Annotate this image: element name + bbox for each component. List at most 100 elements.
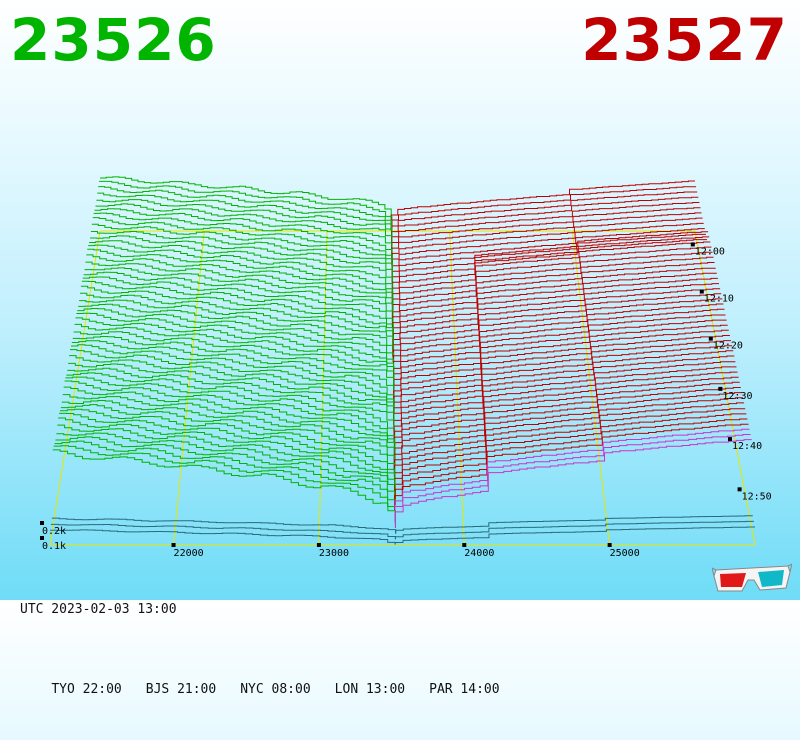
ask-depth-line bbox=[395, 515, 753, 534]
ask-depth-line bbox=[393, 293, 722, 368]
bid-depth-line bbox=[90, 235, 393, 294]
ask-depth-line bbox=[394, 439, 752, 528]
bid-depth-line bbox=[70, 349, 395, 420]
world-clocks: TYO 22:00 BJS 21:00 NYC 08:00 LON 13:00 PAR … bbox=[20, 660, 524, 720]
bid-depth-line bbox=[52, 449, 396, 528]
ask-depth-line bbox=[394, 520, 754, 540]
bid-depth-line bbox=[71, 340, 395, 408]
ask-depth-line bbox=[393, 392, 742, 477]
bid-depth-line bbox=[59, 412, 396, 488]
volume-tick-label-0: 0.1k bbox=[42, 541, 66, 552]
lon-time: LON 13:00 bbox=[334, 682, 406, 697]
ask-depth-line bbox=[393, 335, 730, 414]
ask-depth-line bbox=[393, 329, 729, 408]
grid-right-edge bbox=[694, 230, 756, 546]
bid-depth-line bbox=[93, 212, 393, 271]
bid-depth-line bbox=[98, 186, 392, 243]
bid-depth-line bbox=[69, 355, 395, 426]
ask-depth-line bbox=[394, 408, 746, 494]
ask-depth-line bbox=[393, 314, 726, 391]
ask-depth-line bbox=[393, 298, 723, 374]
ask-depth-line bbox=[393, 324, 728, 403]
time-tick-label-1: 12:10 bbox=[704, 294, 734, 305]
ask-depth-line bbox=[394, 423, 749, 511]
ask-price: 23527 bbox=[581, 6, 788, 74]
bid-depth-line bbox=[74, 323, 395, 391]
ask-depth-line bbox=[391, 222, 704, 277]
bid-depth-line bbox=[84, 267, 393, 329]
price-tick-1 bbox=[316, 543, 321, 547]
ask-depth-line bbox=[391, 233, 706, 289]
ask-depth-line bbox=[391, 228, 705, 283]
ask-depth-line bbox=[392, 272, 717, 346]
ask-depth-line bbox=[394, 413, 747, 500]
chart-axes: 22000 23000 24000 25000 0.1k 0.2k 12:00 12:10 12… bbox=[40, 242, 772, 559]
bid-depth-line bbox=[60, 404, 395, 477]
bid-depth-line bbox=[97, 192, 392, 249]
bid-depth-line bbox=[60, 408, 396, 483]
bid-depth-line bbox=[58, 417, 396, 494]
bid-depth-line bbox=[77, 308, 394, 374]
time-tick-4 bbox=[728, 437, 732, 442]
ask-depth-line bbox=[393, 340, 731, 420]
bid-depth-line bbox=[61, 400, 395, 471]
ask-depth-line bbox=[392, 246, 712, 317]
bid-depth-line bbox=[94, 208, 393, 266]
bid-depth-line bbox=[82, 276, 394, 340]
bid-depth-line bbox=[80, 285, 394, 351]
bid-depth-line bbox=[55, 436, 396, 511]
time-tick-5 bbox=[737, 487, 742, 492]
bid-depth-line bbox=[76, 312, 394, 380]
utc-time: UTC 2023-02-03 13:00 bbox=[20, 602, 177, 617]
bid-depth-line bbox=[91, 223, 393, 283]
bid-depth-line bbox=[66, 372, 395, 443]
order-book-depth-chart: 22000 23000 24000 25000 0.1k 0.2k 12:00 12:10 12… bbox=[40, 176, 772, 559]
ask-depth-line bbox=[393, 308, 725, 386]
time-footer: UTC 2023-02-03 13:00 TYO 22:00 BJS 21:00 N… bbox=[20, 560, 524, 740]
nyc-time: NYC 08:00 bbox=[240, 682, 311, 697]
bid-depth-line bbox=[96, 199, 393, 254]
bid-depth-line bbox=[50, 523, 396, 540]
bid-depth-line bbox=[51, 517, 397, 534]
time-tick-0 bbox=[690, 242, 695, 247]
time-tick-2 bbox=[708, 336, 713, 341]
time-tick-label-5: 12:50 bbox=[742, 491, 772, 502]
ask-depth-line bbox=[393, 345, 733, 426]
tyo-time: TYO 22:00 bbox=[51, 682, 122, 697]
bid-depth-line bbox=[57, 424, 396, 500]
3d-glasses-icon[interactable] bbox=[712, 560, 792, 594]
time-tick-1 bbox=[699, 289, 704, 294]
bid-depth-line bbox=[75, 317, 394, 386]
bid-depth-line bbox=[86, 254, 394, 317]
bid-depth-line bbox=[72, 336, 395, 403]
volume-tick-label-1: 0.2k bbox=[42, 526, 66, 537]
volume-tick-1 bbox=[40, 521, 44, 525]
par-time: PAR 14:00 bbox=[429, 682, 500, 697]
bid-depth-line bbox=[67, 367, 395, 437]
ask-depth-line bbox=[392, 277, 718, 351]
time-tick-label-3: 12:30 bbox=[722, 391, 752, 402]
ask-depth-line bbox=[391, 217, 703, 271]
ask-depth-line bbox=[392, 267, 716, 340]
depth-surface bbox=[50, 176, 755, 545]
bjs-time: BJS 21:00 bbox=[145, 682, 217, 697]
time-tick-label-4: 12:40 bbox=[732, 441, 762, 452]
ask-depth-line bbox=[394, 418, 748, 505]
price-tick-label-1: 23000 bbox=[319, 548, 349, 559]
ask-depth-line bbox=[392, 231, 709, 300]
bid-depth-line bbox=[56, 432, 396, 505]
bid-depth-line bbox=[87, 248, 393, 311]
time-tick-label-0: 12:00 bbox=[695, 246, 725, 257]
bid-depth-line bbox=[80, 292, 394, 357]
price-tick-3 bbox=[607, 543, 612, 547]
bid-depth-line bbox=[79, 299, 394, 363]
ask-depth-line bbox=[391, 202, 700, 254]
price-tick-label-0: 22000 bbox=[174, 548, 204, 559]
ask-depth-line bbox=[391, 256, 714, 329]
bid-price: 23526 bbox=[10, 6, 217, 74]
ask-depth-line bbox=[392, 262, 715, 334]
ask-depth-line bbox=[392, 288, 721, 363]
ask-depth-line bbox=[393, 361, 736, 443]
ask-depth-line bbox=[394, 381, 740, 466]
price-tick-2 bbox=[462, 543, 467, 547]
